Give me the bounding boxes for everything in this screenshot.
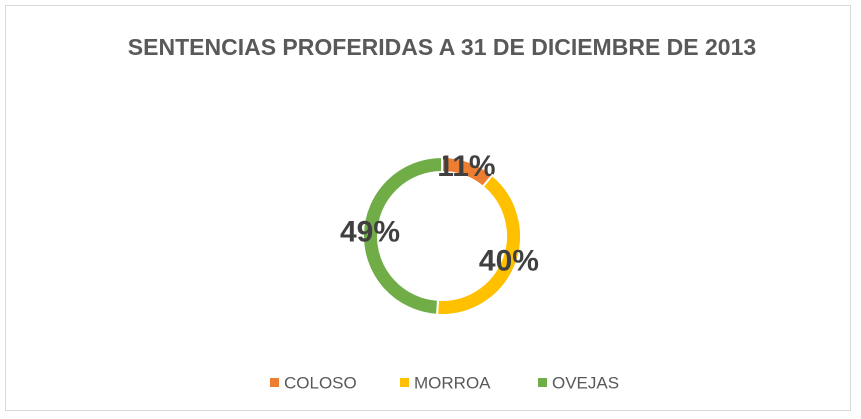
legend-swatch (270, 378, 279, 387)
legend-swatch (400, 378, 409, 387)
donut-slice (362, 155, 443, 316)
data-label: 40% (479, 244, 539, 277)
legend-swatch (538, 378, 547, 387)
legend-label: MORROA (414, 373, 491, 392)
data-label: 11% (437, 150, 495, 183)
chart-title: SENTENCIAS PROFERIDAS A 31 DE DICIEMBRE … (127, 34, 757, 60)
legend-label: COLOSO (284, 373, 357, 392)
data-label: 49% (340, 216, 400, 249)
legend-label: OVEJAS (552, 373, 619, 392)
chart-frame (5, 5, 851, 411)
